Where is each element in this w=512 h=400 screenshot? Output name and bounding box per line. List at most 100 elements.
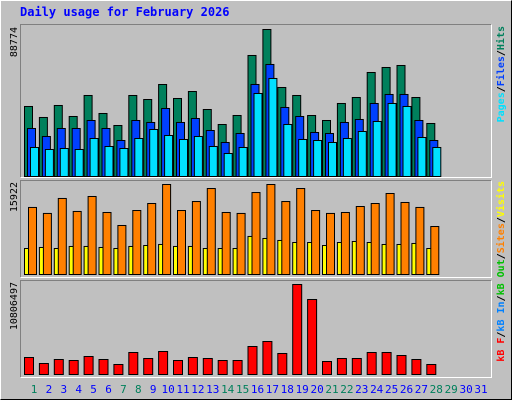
legend-entry: Hits xyxy=(495,26,507,50)
x-tick-label: 12 xyxy=(191,383,204,396)
panel-border xyxy=(20,180,492,278)
bar xyxy=(143,358,154,375)
bar xyxy=(281,201,291,275)
x-tick-label: 24 xyxy=(370,383,384,396)
bar xyxy=(132,210,142,275)
bar xyxy=(430,226,440,275)
bar xyxy=(177,210,186,275)
bar xyxy=(158,350,169,375)
legend-entry: kB In xyxy=(496,301,507,331)
bar xyxy=(336,358,347,375)
bar xyxy=(134,137,144,177)
bar xyxy=(74,148,84,178)
x-tick-label: 5 xyxy=(90,383,97,396)
x-tick-label: 3 xyxy=(60,383,67,396)
bar xyxy=(326,212,335,275)
legend-separator: / xyxy=(496,217,507,223)
bar xyxy=(149,128,159,177)
x-tick-label: 2 xyxy=(46,383,53,396)
bar xyxy=(179,138,188,178)
legend-separator: / xyxy=(496,86,507,92)
x-tick-label: 21 xyxy=(325,383,338,396)
x-tick-label: 20 xyxy=(310,383,323,396)
bar xyxy=(191,201,201,275)
y-tick-label: 88774 xyxy=(9,27,20,57)
x-tick-label: 8 xyxy=(135,383,142,396)
bar xyxy=(370,203,380,275)
panel-border xyxy=(20,24,492,178)
x-tick-label: 29 xyxy=(445,383,458,396)
x-tick-label: 7 xyxy=(120,383,127,396)
bar xyxy=(98,359,109,376)
bar xyxy=(59,147,69,178)
bar xyxy=(38,362,49,376)
bar xyxy=(381,351,392,376)
x-tick-label: 15 xyxy=(236,383,249,396)
bar xyxy=(351,358,362,375)
legend-separator: / xyxy=(496,50,507,56)
legend-entry: Files xyxy=(495,56,507,86)
bar xyxy=(24,357,34,375)
bar xyxy=(402,105,412,177)
legend-entry: kB Out xyxy=(496,259,507,295)
bar xyxy=(253,92,263,177)
legend: kB F/kB In/kB Out/Sites/Visits xyxy=(495,181,507,362)
bar xyxy=(262,341,273,375)
bar xyxy=(223,152,233,177)
bar xyxy=(42,212,52,275)
bar xyxy=(30,146,39,177)
x-tick-label: 16 xyxy=(251,383,264,396)
y-tick-label: 15922 xyxy=(9,182,20,212)
bar xyxy=(426,363,437,375)
legend-separator: / xyxy=(496,253,507,259)
bar xyxy=(68,360,79,376)
y-tick-label: 10806497 xyxy=(9,282,20,330)
bar xyxy=(232,360,243,376)
bar xyxy=(366,351,377,376)
bar xyxy=(400,201,410,275)
x-tick-label: 26 xyxy=(400,383,413,396)
x-tick-label: 18 xyxy=(281,383,294,396)
bar xyxy=(119,147,129,178)
bar xyxy=(202,358,213,375)
legend-entry: Pages xyxy=(496,92,507,122)
x-tick-label: 9 xyxy=(150,383,157,396)
bar xyxy=(221,211,231,275)
x-tick-label: 4 xyxy=(75,383,82,396)
bar xyxy=(313,140,323,177)
bar xyxy=(206,188,216,275)
panel-border xyxy=(20,24,492,178)
bar xyxy=(277,352,288,376)
bar xyxy=(266,184,276,275)
bar xyxy=(296,188,306,275)
x-tick-label: 22 xyxy=(340,383,353,396)
bar xyxy=(355,205,365,276)
x-tick-label: 11 xyxy=(176,383,189,396)
bar xyxy=(44,148,54,178)
x-tick-label: 1 xyxy=(31,383,38,396)
x-tick-label: 10 xyxy=(161,383,174,396)
legend: Pages/Files/Hits xyxy=(495,26,507,122)
bar xyxy=(104,145,114,177)
x-tick-label: 27 xyxy=(415,383,428,396)
bar xyxy=(417,136,427,178)
bar xyxy=(311,210,321,275)
bar xyxy=(187,357,198,375)
x-tick-label: 13 xyxy=(206,383,219,396)
x-tick-label: 28 xyxy=(430,383,443,396)
bar xyxy=(128,351,139,376)
bar xyxy=(432,146,442,177)
bar xyxy=(372,120,382,177)
x-tick-label: 31 xyxy=(474,383,487,396)
x-tick-label: 14 xyxy=(221,383,235,396)
bar xyxy=(298,138,308,178)
bar xyxy=(87,195,97,275)
bar xyxy=(387,102,397,177)
bar xyxy=(396,355,407,375)
bar xyxy=(328,141,337,178)
bar xyxy=(247,346,258,376)
x-tick-label: 17 xyxy=(266,383,279,396)
